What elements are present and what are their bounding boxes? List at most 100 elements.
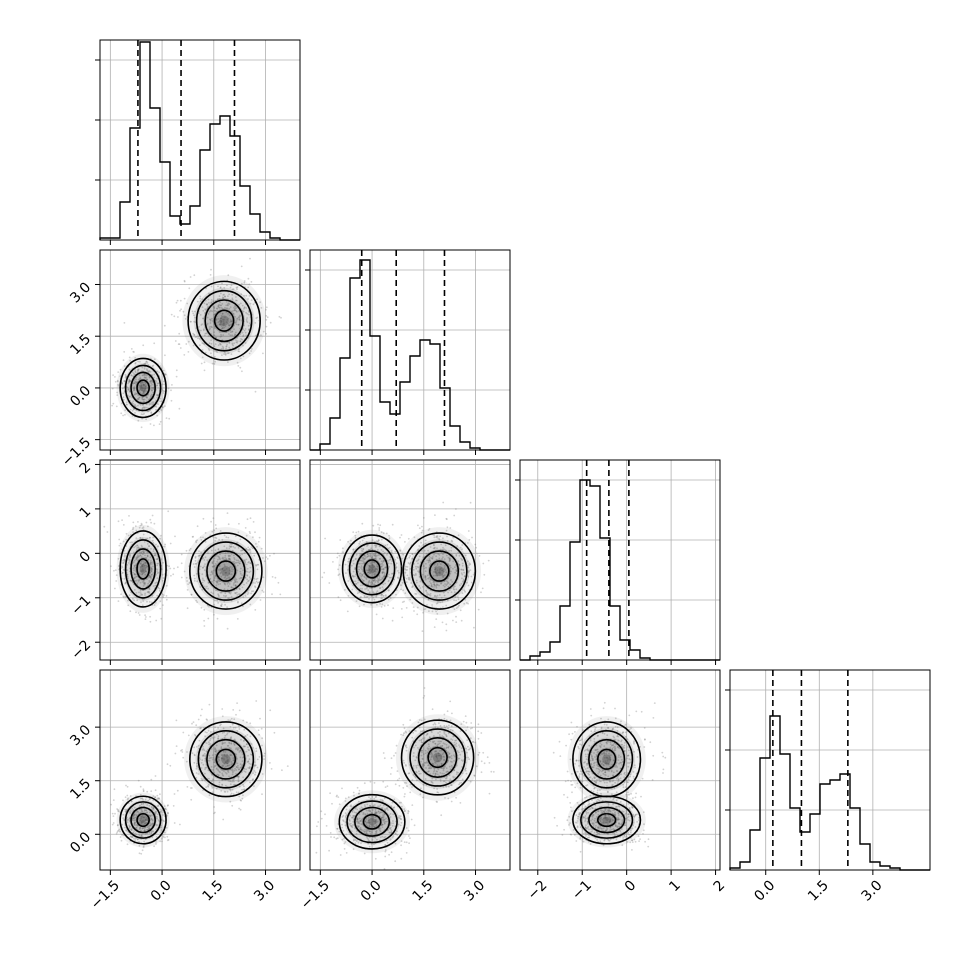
- scatter-point: [402, 553, 405, 556]
- scatter-point: [446, 540, 449, 542]
- scatter-point: [147, 410, 149, 413]
- scatter-point: [339, 599, 342, 602]
- scatter-point: [139, 804, 141, 807]
- scatter-point: [277, 581, 280, 584]
- scatter-point: [248, 579, 250, 582]
- scatter-content: [111, 257, 282, 429]
- scatter-point: [248, 322, 251, 325]
- scatter-point: [111, 387, 114, 390]
- scatter-point: [352, 559, 355, 562]
- scatter-point: [333, 836, 336, 839]
- scatter-point: [156, 577, 159, 579]
- scatter-point: [183, 279, 186, 282]
- scatter-point: [134, 839, 137, 841]
- scatter-point: [216, 617, 219, 620]
- scatter-point: [380, 593, 383, 596]
- scatter-point: [417, 524, 419, 527]
- scatter-point: [408, 835, 410, 837]
- scatter-point: [155, 581, 158, 584]
- scatter-point: [183, 314, 186, 317]
- scatter-point: [231, 549, 234, 552]
- scatter-point: [453, 514, 456, 517]
- scatter-point: [141, 396, 144, 399]
- scatter-point: [220, 306, 223, 309]
- scatter-point: [141, 821, 144, 823]
- scatter-point: [468, 539, 471, 541]
- scatter-point: [440, 567, 443, 569]
- scatter-point: [228, 324, 231, 327]
- scatter-point: [223, 326, 226, 329]
- scatter-point: [193, 274, 196, 277]
- scatter-point: [155, 810, 158, 813]
- scatter-point: [354, 558, 357, 561]
- scatter-point: [227, 323, 230, 325]
- scatter-point: [404, 568, 406, 570]
- scatter-point: [133, 373, 135, 375]
- scatter-point: [378, 558, 381, 560]
- scatter-point: [131, 818, 134, 820]
- scatter-point: [252, 303, 255, 306]
- scatter-point: [383, 574, 386, 576]
- scatter-point: [122, 540, 125, 543]
- histogram-step: [520, 479, 720, 661]
- scatter-point: [374, 557, 376, 560]
- scatter-point: [141, 822, 143, 824]
- scatter-point: [434, 514, 436, 516]
- scatter-point: [142, 533, 145, 536]
- scatter-point: [462, 578, 465, 581]
- scatter-point: [164, 808, 167, 810]
- scatter-point: [249, 517, 252, 520]
- scatter-point: [128, 390, 131, 393]
- scatter-point: [150, 384, 152, 387]
- scatter-point: [147, 799, 150, 802]
- scatter-point: [373, 782, 376, 784]
- scatter-point: [415, 593, 418, 595]
- scatter-point: [437, 553, 440, 555]
- scatter-point: [149, 562, 152, 565]
- scatter-point: [424, 578, 427, 581]
- scatter-point: [258, 536, 261, 539]
- scatter-point: [135, 405, 137, 408]
- scatter-point: [215, 336, 217, 339]
- scatter-point: [149, 536, 152, 539]
- scatter-point: [481, 587, 484, 590]
- scatter-point: [148, 797, 151, 800]
- scatter-point: [202, 566, 205, 569]
- scatter-point: [445, 517, 448, 520]
- scatter-point: [219, 301, 221, 304]
- scatter-point: [220, 321, 222, 324]
- scatter-point: [155, 552, 157, 555]
- scatter-point: [156, 570, 159, 572]
- scatter-point: [122, 398, 125, 401]
- contour-line: [206, 550, 246, 592]
- scatter-point: [149, 380, 152, 383]
- scatter-point: [403, 795, 406, 798]
- scatter-point: [237, 531, 240, 534]
- scatter-point: [140, 829, 142, 832]
- scatter-point: [139, 562, 142, 565]
- scatter-point: [434, 574, 437, 577]
- scatter-point: [385, 595, 387, 597]
- scatter-point: [376, 569, 379, 572]
- scatter-point: [131, 597, 134, 600]
- scatter-point: [210, 571, 213, 573]
- scatter-point: [205, 587, 207, 590]
- scatter-point: [215, 584, 218, 587]
- scatter-point: [220, 333, 222, 336]
- scatter-point: [146, 378, 148, 381]
- scatter-point: [152, 561, 154, 564]
- scatter-point: [152, 402, 155, 405]
- scatter-point: [363, 596, 366, 598]
- scatter-point: [369, 555, 372, 558]
- scatter-point: [161, 593, 164, 596]
- scatter-point: [454, 564, 457, 566]
- scatter-point: [139, 387, 142, 390]
- scatter-point: [248, 548, 251, 550]
- scatter-point: [226, 343, 229, 346]
- scatter-point: [140, 560, 143, 563]
- scatter-point: [381, 576, 384, 579]
- scatter-point: [239, 357, 242, 360]
- scatter-point: [196, 539, 199, 542]
- scatter-point: [237, 350, 240, 353]
- scatter-point: [152, 830, 155, 833]
